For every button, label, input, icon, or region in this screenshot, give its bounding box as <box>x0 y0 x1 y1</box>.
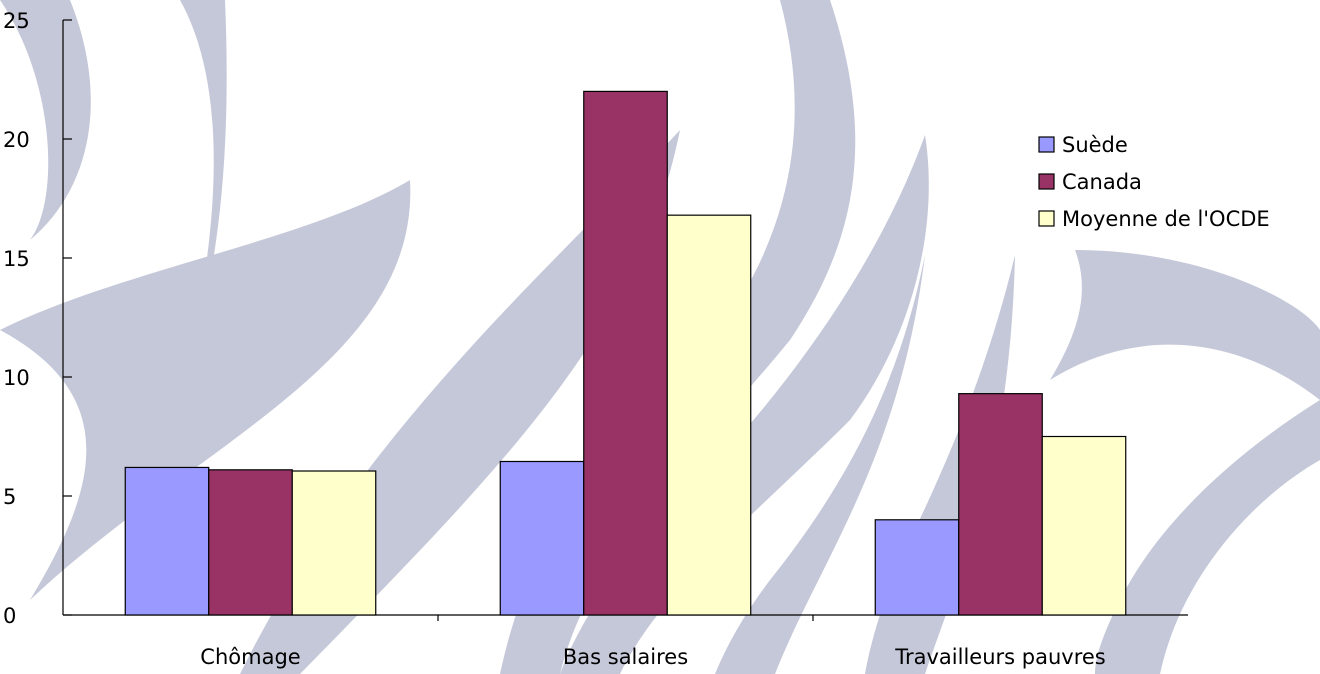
x-category-label: Chômage <box>200 645 300 669</box>
bar-1-2 <box>666 214 752 616</box>
bar-0-0 <box>124 466 210 616</box>
bar-2-2 <box>1041 435 1127 616</box>
legend-label: Moyenne de l'OCDE <box>1062 207 1270 231</box>
y-tick-label: 10 <box>3 366 30 390</box>
x-category-label: Travailleurs pauvres <box>894 645 1106 669</box>
bar-0-1 <box>208 469 293 616</box>
bar-2-0 <box>874 519 960 616</box>
bar-0-2 <box>291 470 377 616</box>
y-tick-label: 25 <box>3 9 30 33</box>
y-tick-label: 0 <box>3 604 16 628</box>
y-tick-label: 5 <box>3 485 16 509</box>
plot-area: 0 5 10 15 20 25 Chômage Bas salaires Travailleur… <box>3 9 1188 669</box>
bar-2-1 <box>958 393 1043 616</box>
legend-label: Suède <box>1062 133 1128 157</box>
legend: Suède Canada Moyenne de l'OCDE <box>1038 133 1270 231</box>
y-tick-label: 15 <box>3 247 30 271</box>
legend-swatch <box>1038 136 1055 153</box>
bar-1-1 <box>583 90 668 616</box>
x-category-label: Bas salaires <box>563 645 688 669</box>
bar-1-0 <box>499 460 585 616</box>
legend-swatch <box>1038 210 1055 227</box>
legend-label: Canada <box>1062 170 1142 194</box>
y-tick-label: 20 <box>3 128 30 152</box>
legend-swatch <box>1038 173 1055 190</box>
